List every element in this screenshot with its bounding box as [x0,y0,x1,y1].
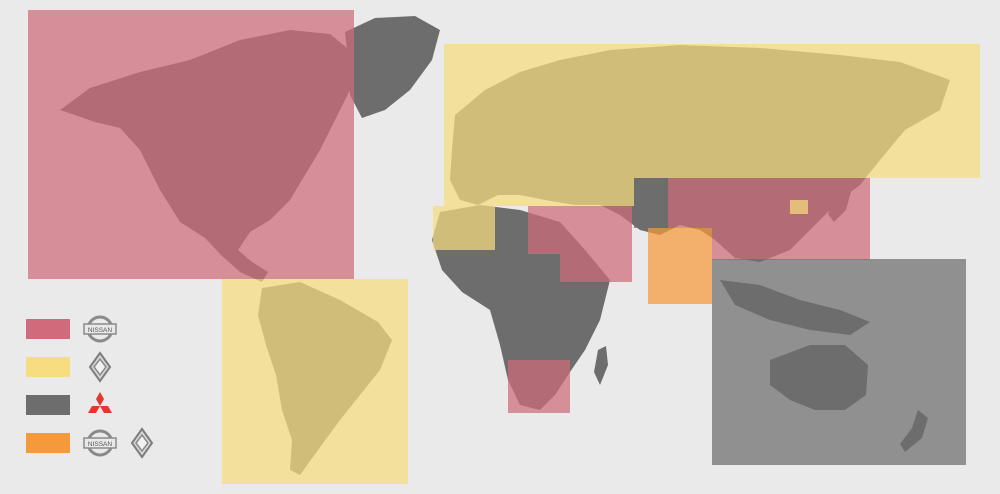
region-central-asia-gap [634,178,668,228]
nissan-logo-icon: NISSAN [83,315,117,343]
greenland-land [345,16,440,118]
renault-logo-icon [88,351,112,383]
region-europe-russia [444,44,980,206]
renault-logo-icon [130,427,154,459]
region-middle-east [528,206,632,282]
legend: NISSAN NISSAN [26,313,166,473]
region-north-africa [433,206,495,250]
legend-swatch-mitsubishi [26,395,70,415]
region-india [648,228,712,304]
regions-layer [28,10,980,484]
region-south-africa [508,360,570,413]
legend-swatch-renault [26,357,70,377]
madagascar-land [594,346,608,385]
region-china-east-asia [668,178,870,260]
mitsubishi-logo-icon [88,392,112,413]
region-oceania-southeast-asia [712,259,966,465]
legend-swatch-nissan [26,319,70,339]
nissan-logo-text: NISSAN [88,441,113,448]
region-south-america [222,279,408,484]
nissan-logo-text: NISSAN [88,327,113,334]
nissan-logo-icon: NISSAN [83,429,117,457]
region-korea [790,200,808,214]
region-north-america [28,10,354,279]
legend-swatch-nissan-renault [26,433,70,453]
